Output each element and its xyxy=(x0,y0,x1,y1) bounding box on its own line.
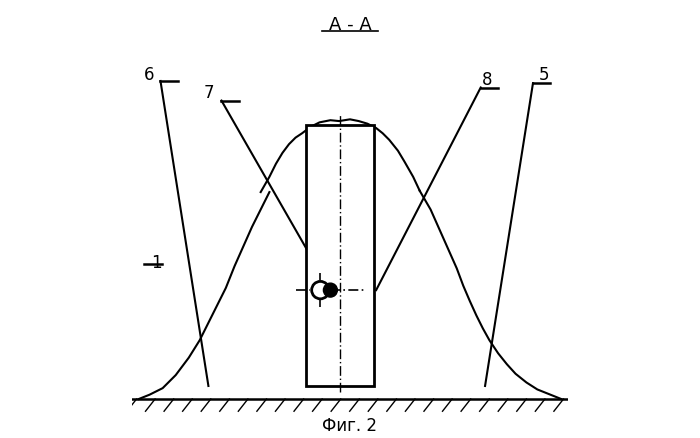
Text: 6: 6 xyxy=(144,66,155,84)
Bar xyxy=(307,125,374,386)
Text: А - А: А - А xyxy=(328,16,372,34)
Text: 1: 1 xyxy=(150,253,162,271)
Text: Фиг. 2: Фиг. 2 xyxy=(323,416,377,434)
Text: 5: 5 xyxy=(538,66,549,84)
Circle shape xyxy=(323,283,337,297)
Text: 7: 7 xyxy=(203,84,214,102)
Text: 8: 8 xyxy=(482,71,493,88)
